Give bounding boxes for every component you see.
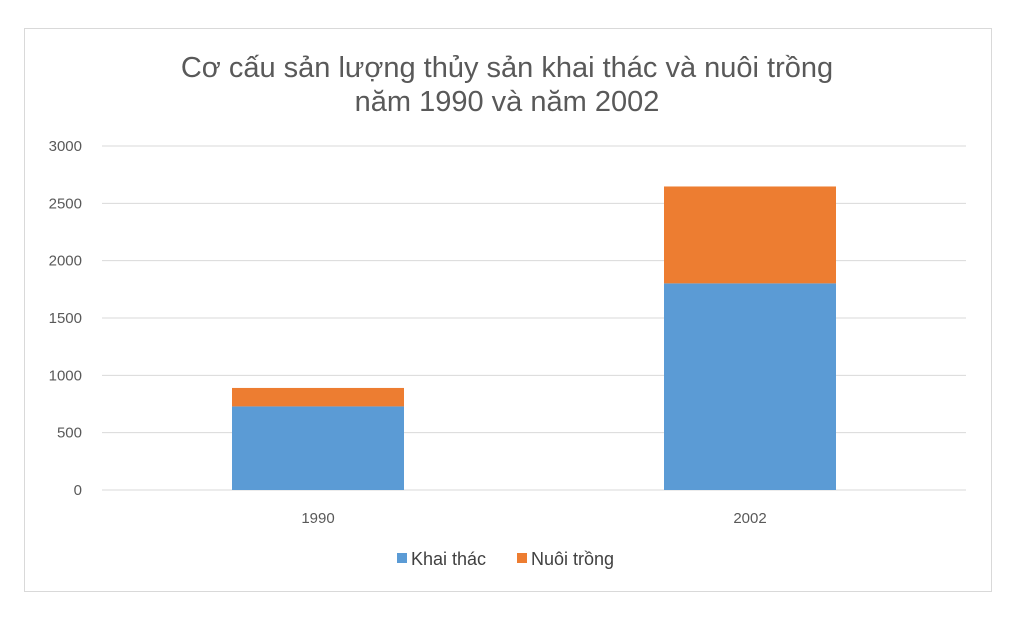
legend-label: Khai thác xyxy=(411,549,486,569)
y-tick-label: 2000 xyxy=(49,253,82,270)
chart-title-line-1: Cơ cấu sản lượng thủy sản khai thác và n… xyxy=(181,52,833,84)
gridlines xyxy=(102,145,966,491)
y-tick-label: 500 xyxy=(57,425,82,442)
y-tick-label: 1500 xyxy=(49,310,82,327)
legend: Khai thác Nuôi trồng xyxy=(397,549,614,569)
x-tick-label: 2002 xyxy=(733,510,766,527)
x-tick-label: 1990 xyxy=(301,510,334,527)
bar-2002-series-0 xyxy=(664,283,836,490)
y-axis-ticks: 0 500 1000 1500 2000 2500 3000 xyxy=(49,138,82,499)
bar-1990-series-1 xyxy=(232,387,404,407)
x-axis-ticks: 1990 2002 xyxy=(301,510,766,527)
legend-swatch xyxy=(517,553,527,563)
y-tick-label: 2500 xyxy=(49,195,82,212)
y-tick-label: 1000 xyxy=(49,367,82,384)
bar-1990-series-0 xyxy=(232,406,404,490)
legend-label: Nuôi trồng xyxy=(531,549,614,569)
bars xyxy=(232,186,836,490)
legend-swatch xyxy=(397,553,407,563)
y-tick-label: 0 xyxy=(74,482,82,499)
y-tick-label: 3000 xyxy=(49,138,82,155)
chart-title-line-2: năm 1990 và năm 2002 xyxy=(355,86,660,118)
bar-2002-series-1 xyxy=(664,186,836,284)
